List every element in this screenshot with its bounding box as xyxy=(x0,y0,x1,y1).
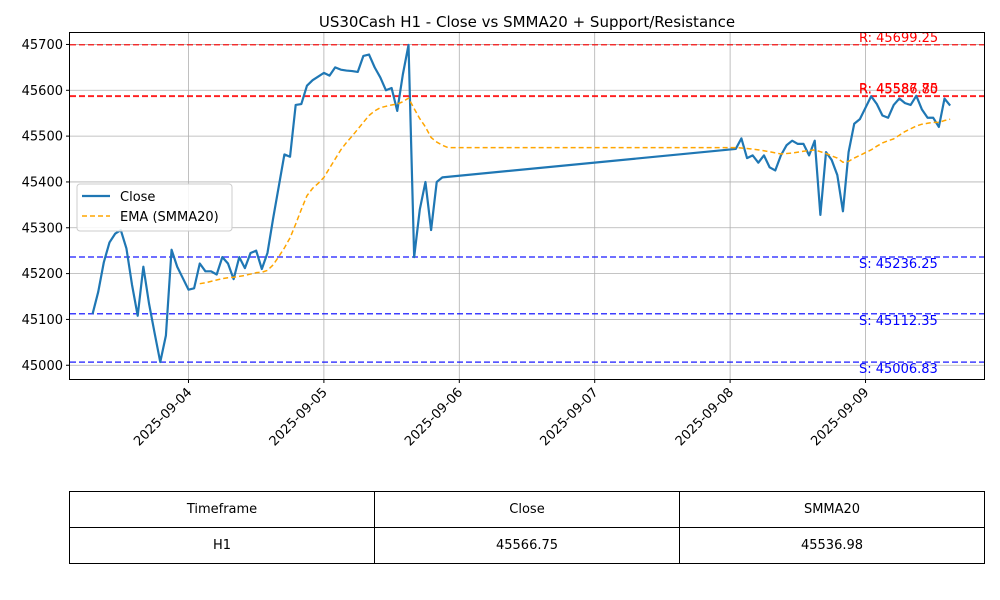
table-header-cell: Close xyxy=(374,491,680,528)
y-tick-label: 45300 xyxy=(22,221,63,236)
y-tick-label: 45700 xyxy=(22,38,63,53)
plot-frame xyxy=(69,32,985,380)
legend-label-smma: EMA (SMMA20) xyxy=(120,210,219,225)
y-tick-label: 45200 xyxy=(22,267,63,282)
grid-lines xyxy=(70,33,984,379)
table-header-cell: Timeframe xyxy=(69,491,375,528)
resistance-label: R: 45699.25 xyxy=(859,31,938,46)
smma20-line xyxy=(199,97,951,285)
table-cell: 45536.98 xyxy=(679,527,985,564)
y-axis: 45000 45100 45200 45300 45400 45500 45600 45700 xyxy=(22,38,70,374)
support-label: S: 45112.35 xyxy=(859,314,938,329)
level-labels: R: 45699.25 R: 45587.75R: 45586.80 S: 4523… xyxy=(859,31,938,377)
legend-label-close: Close xyxy=(120,190,155,205)
table-header-cell: SMMA20 xyxy=(679,491,985,528)
support-resistance-lines xyxy=(70,44,984,363)
chart-svg: US30Cash H1 - Close vs SMMA20 + Support/… xyxy=(21,13,985,450)
legend-box xyxy=(76,183,233,232)
support-label: S: 45236.25 xyxy=(859,257,938,272)
y-tick-label: 45500 xyxy=(22,130,63,145)
y-tick-label: 45000 xyxy=(22,359,63,374)
resistance-label: R: 45587.75 xyxy=(859,82,938,97)
y-tick-label: 45400 xyxy=(22,175,63,190)
table-header-row: Timeframe Close SMMA20 xyxy=(69,491,985,528)
chart-title: US30Cash H1 - Close vs SMMA20 + Support/… xyxy=(319,13,735,31)
table-row: H1 45566.75 45536.98 xyxy=(69,527,985,564)
legend: Close EMA (SMMA20) xyxy=(76,183,233,232)
series-lines xyxy=(91,43,952,364)
table-cell: 45566.75 xyxy=(374,527,680,564)
y-tick-label: 45600 xyxy=(22,84,63,99)
table-cell: H1 xyxy=(69,527,375,564)
y-tick-label: 45100 xyxy=(22,313,63,328)
close-line xyxy=(91,43,952,364)
summary-table: Timeframe Close SMMA20 H1 45566.75 45536… xyxy=(69,491,985,564)
resistance-label: R: 45586.80 xyxy=(859,82,938,97)
support-label: S: 45006.83 xyxy=(859,362,938,377)
